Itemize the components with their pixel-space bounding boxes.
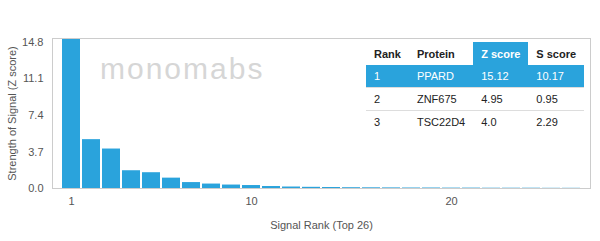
html-text:4.95: 4.95	[481, 93, 503, 105]
svg-text:1: 1	[68, 195, 74, 207]
svg-text:0.0: 0.0	[28, 182, 43, 194]
html-text:2.29: 2.29	[536, 116, 558, 128]
svg-text:Strength of Signal (Z score): Strength of Signal (Z score)	[6, 46, 18, 181]
svg-text:10: 10	[245, 195, 257, 207]
html-text:ZNF675: ZNF675	[416, 93, 457, 105]
svg-text:14.8: 14.8	[22, 36, 43, 48]
html-text:Protein: Protein	[416, 47, 455, 60]
html-text:TSC22D4: TSC22D4	[416, 116, 466, 128]
html-text:2: 2	[374, 93, 381, 105]
html-text:1: 1	[374, 70, 381, 82]
html-text:3: 3	[374, 116, 381, 128]
svg-text:Signal Rank (Top 26): Signal Rank (Top 26)	[270, 219, 373, 231]
html-text:10.17: 10.17	[536, 70, 564, 82]
html-text:Z score: Z score	[481, 47, 521, 60]
svg-text:11.1: 11.1	[23, 72, 44, 84]
svg-text:20: 20	[445, 195, 457, 207]
svg-text:7.4: 7.4	[28, 109, 43, 121]
html-text:0.95: 0.95	[536, 93, 558, 105]
html-text:15.12: 15.12	[481, 70, 509, 82]
html-text:monomabs: monomabs	[100, 52, 265, 85]
html-text:PPARD: PPARD	[416, 70, 454, 82]
svg-text:3.7: 3.7	[28, 146, 43, 158]
html-text:Rank: Rank	[374, 47, 401, 60]
html-text:S score: S score	[536, 47, 577, 60]
html-text:4.0: 4.0	[481, 116, 497, 128]
